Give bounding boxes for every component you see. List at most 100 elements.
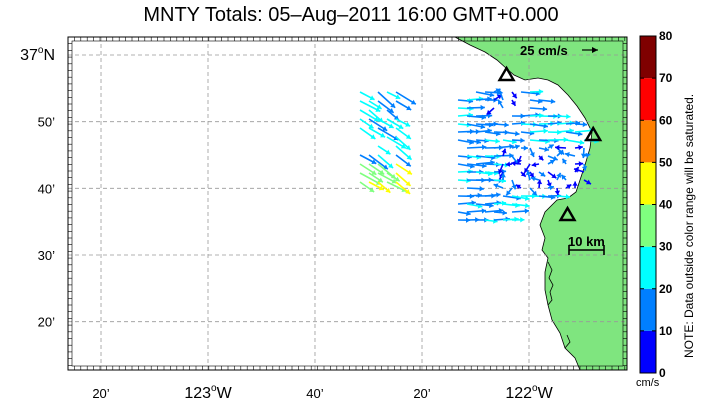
current-vector xyxy=(547,159,556,165)
current-vector xyxy=(565,183,572,190)
colorbar-segment xyxy=(640,246,656,289)
current-vector xyxy=(359,127,376,140)
current-vector xyxy=(497,99,504,109)
current-vector xyxy=(368,181,385,191)
current-vector xyxy=(395,145,413,161)
coastline-land xyxy=(454,36,628,371)
current-vector xyxy=(529,98,543,104)
current-vector xyxy=(547,137,568,143)
current-vector xyxy=(574,144,583,151)
current-vector xyxy=(368,163,385,176)
current-vector xyxy=(574,161,584,167)
current-vector xyxy=(500,172,506,181)
current-vector xyxy=(583,179,592,185)
current-vector xyxy=(498,163,504,175)
lat-label: 20’ xyxy=(38,315,55,330)
current-vector xyxy=(529,147,535,158)
current-vector xyxy=(359,118,374,129)
scale-arrow: 25 cm/s xyxy=(520,43,598,58)
current-vector xyxy=(523,163,531,174)
current-vector xyxy=(565,131,583,137)
current-vector xyxy=(466,104,485,111)
current-vector xyxy=(511,202,530,209)
current-vector xyxy=(368,127,386,138)
current-vector xyxy=(574,121,588,128)
colorbar-units: cm/s xyxy=(636,377,660,389)
current-vector xyxy=(511,217,525,223)
current-vector xyxy=(529,187,538,197)
current-vector xyxy=(377,181,391,194)
current-vector xyxy=(555,144,567,151)
current-vector xyxy=(510,99,517,107)
colorbar-tick-label: 50 xyxy=(659,155,673,169)
current-vector xyxy=(561,158,568,165)
current-vector xyxy=(493,183,504,189)
current-vector xyxy=(493,88,501,94)
current-vector xyxy=(536,179,543,189)
current-vector xyxy=(556,172,562,181)
map-frame xyxy=(67,36,628,371)
map-title: MNTY Totals: 05–Aug–2011 16:00 GMT+0.000 xyxy=(143,4,559,26)
current-vector xyxy=(395,181,411,195)
current-vector xyxy=(547,171,557,179)
scale-bar: 10 km xyxy=(568,234,605,255)
current-vector xyxy=(493,122,509,128)
current-vector xyxy=(511,144,520,150)
current-vector xyxy=(386,109,400,121)
lon-label: 122oW xyxy=(505,383,553,402)
current-vector xyxy=(505,187,513,196)
current-vector xyxy=(377,91,396,109)
colorbar-tick-label: 70 xyxy=(659,71,673,85)
station-marker xyxy=(558,205,577,222)
current-vector xyxy=(538,98,556,105)
current-vector xyxy=(466,163,487,169)
current-vector xyxy=(583,152,591,158)
colorbar-segment xyxy=(640,36,656,79)
current-vector xyxy=(466,186,484,192)
current-vector xyxy=(511,208,530,214)
colorbar-segment xyxy=(640,204,656,247)
current-vector xyxy=(538,146,550,152)
coastline-detail xyxy=(547,261,571,349)
current-vector xyxy=(547,155,558,161)
current-vector xyxy=(386,136,407,149)
current-vector xyxy=(529,171,535,179)
current-vector xyxy=(377,145,391,155)
current-vector xyxy=(573,167,585,173)
current-vector xyxy=(498,89,504,101)
land-polygon xyxy=(454,36,628,371)
current-vector xyxy=(493,200,507,206)
lon-label: 20’ xyxy=(92,386,109,401)
current-vector xyxy=(395,172,412,187)
current-vector xyxy=(484,97,498,103)
lat-label: 37oN xyxy=(20,45,55,64)
current-vector xyxy=(395,118,411,127)
colorbar-tick-label: 20 xyxy=(659,282,673,296)
colorbar-tick-label: 10 xyxy=(659,324,673,338)
current-vector xyxy=(520,145,529,151)
map-grid xyxy=(68,37,627,370)
colorbar-tick-label: 40 xyxy=(659,198,673,212)
axis-labels: 37oN 50’ 40’ 30’ 20’ 20’ 123oW 40’ 20’ 122oW xyxy=(20,45,554,402)
scale-arrow-label: 25 cm/s xyxy=(520,43,568,58)
current-vector xyxy=(525,170,532,181)
current-vector xyxy=(395,163,413,175)
station-marker xyxy=(497,65,516,82)
station-marker xyxy=(584,125,603,142)
frame-inner xyxy=(71,40,624,367)
current-vector xyxy=(511,137,525,144)
colorbar: 0 10 20 30 40 50 60 70 80 xyxy=(639,29,673,380)
current-vector xyxy=(556,113,571,120)
colorbar-segment xyxy=(640,330,656,373)
current-vector xyxy=(386,91,401,100)
colorbar-tick-label: 30 xyxy=(659,240,673,254)
lat-label: 50’ xyxy=(38,115,55,130)
radar-stations xyxy=(497,65,603,222)
current-vector xyxy=(395,127,412,140)
current-vector xyxy=(475,91,495,98)
current-vector xyxy=(515,184,522,190)
scale-bar-label: 10 km xyxy=(568,234,605,249)
current-vector xyxy=(377,118,395,129)
current-vector xyxy=(511,91,518,99)
